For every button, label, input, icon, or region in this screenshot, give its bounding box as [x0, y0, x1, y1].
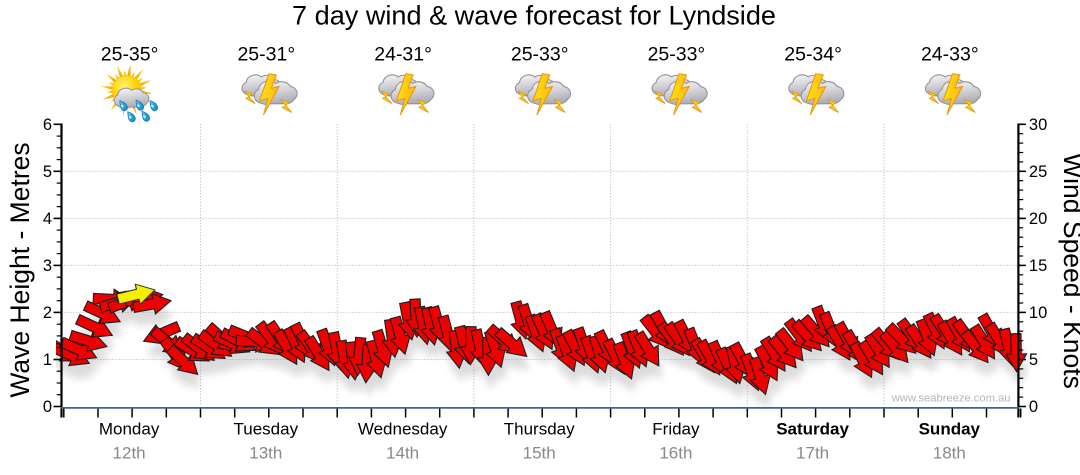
svg-text:25-34°: 25-34°	[784, 44, 842, 66]
svg-text:24-31°: 24-31°	[374, 44, 432, 66]
svg-text:5: 5	[43, 163, 52, 181]
svg-text:5: 5	[1029, 351, 1038, 369]
svg-text:Wind Speed - Knots: Wind Speed - Knots	[1058, 153, 1080, 389]
svg-text:Tuesday: Tuesday	[234, 420, 299, 439]
svg-text:2: 2	[43, 304, 52, 322]
svg-text:25: 25	[1029, 163, 1047, 181]
svg-text:Monday: Monday	[99, 420, 160, 439]
svg-text:20: 20	[1029, 210, 1047, 228]
svg-text:www.seabreeze.com.au: www.seabreeze.com.au	[891, 393, 1011, 405]
svg-text:25-33°: 25-33°	[511, 44, 569, 66]
svg-text:Saturday: Saturday	[776, 420, 849, 439]
svg-text:15: 15	[1029, 257, 1047, 275]
svg-text:10: 10	[1029, 304, 1047, 322]
svg-text:18th: 18th	[933, 444, 966, 463]
svg-text:Wave Height - Metres: Wave Height - Metres	[5, 142, 35, 397]
svg-text:Wednesday: Wednesday	[358, 420, 448, 439]
svg-text:0: 0	[1029, 398, 1038, 416]
svg-text:17th: 17th	[796, 444, 829, 463]
svg-text:Sunday: Sunday	[919, 420, 981, 439]
svg-text:Thursday: Thursday	[504, 420, 575, 439]
svg-text:25-33°: 25-33°	[648, 44, 706, 66]
svg-text:Friday: Friday	[652, 420, 700, 439]
svg-text:24-33°: 24-33°	[921, 44, 979, 66]
svg-text:30: 30	[1029, 116, 1047, 134]
svg-text:25-35°: 25-35°	[101, 44, 159, 66]
svg-text:0: 0	[43, 398, 52, 416]
svg-text:1: 1	[43, 351, 52, 369]
svg-text:3: 3	[43, 257, 52, 275]
svg-text:4: 4	[43, 210, 52, 228]
svg-text:25-31°: 25-31°	[237, 44, 295, 66]
svg-text:15th: 15th	[523, 444, 556, 463]
svg-text:12th: 12th	[113, 444, 146, 463]
svg-text:6: 6	[43, 116, 52, 134]
svg-text:7 day wind & wave forecast for: 7 day wind & wave forecast for Lyndside	[292, 0, 776, 31]
svg-text:16th: 16th	[659, 444, 692, 463]
svg-text:13th: 13th	[249, 444, 282, 463]
svg-text:14th: 14th	[386, 444, 419, 463]
